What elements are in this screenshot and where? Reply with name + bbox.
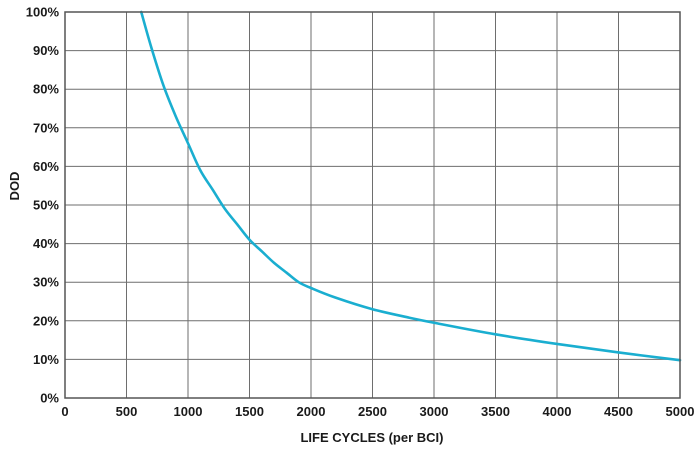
y-tick-label: 30% [33,275,59,290]
x-tick-label: 5000 [666,404,695,419]
x-tick-label: 3500 [481,404,510,419]
y-tick-label: 80% [33,82,59,97]
y-axis-title: DOD [7,172,22,201]
y-tick-label: 20% [33,313,59,328]
x-tick-label: 2500 [358,404,387,419]
plot-frame [64,11,681,399]
x-tick-label: 1500 [235,404,264,419]
y-tick-label: 70% [33,120,59,135]
x-tick-labels: 0 500 1000 1500 2000 2500 3000 3500 4000 4500 5000 [61,404,694,419]
y-tick-label: 40% [33,236,59,251]
y-tick-label: 90% [33,43,59,58]
series-group [139,10,682,362]
y-tick-label: 60% [33,159,59,174]
x-tick-label: 3000 [420,404,449,419]
x-tick-label: 500 [116,404,138,419]
x-tick-label: 0 [61,404,68,419]
x-tick-label: 1000 [174,404,203,419]
x-tick-label: 4500 [604,404,633,419]
x-tick-label: 2000 [297,404,326,419]
y-tick-labels: 0% 10% 20% 30% 40% 50% 60% 70% 80% 90% 100% [26,5,60,406]
x-axis-title: LIFE CYCLES (per BCI) [300,430,443,445]
x-tick-label: 4000 [543,404,572,419]
y-tick-label: 0% [40,391,59,406]
y-tick-label: 10% [33,352,59,367]
y-tick-label: 100% [26,5,60,20]
y-tick-label: 50% [33,198,59,213]
series-line [139,10,682,362]
